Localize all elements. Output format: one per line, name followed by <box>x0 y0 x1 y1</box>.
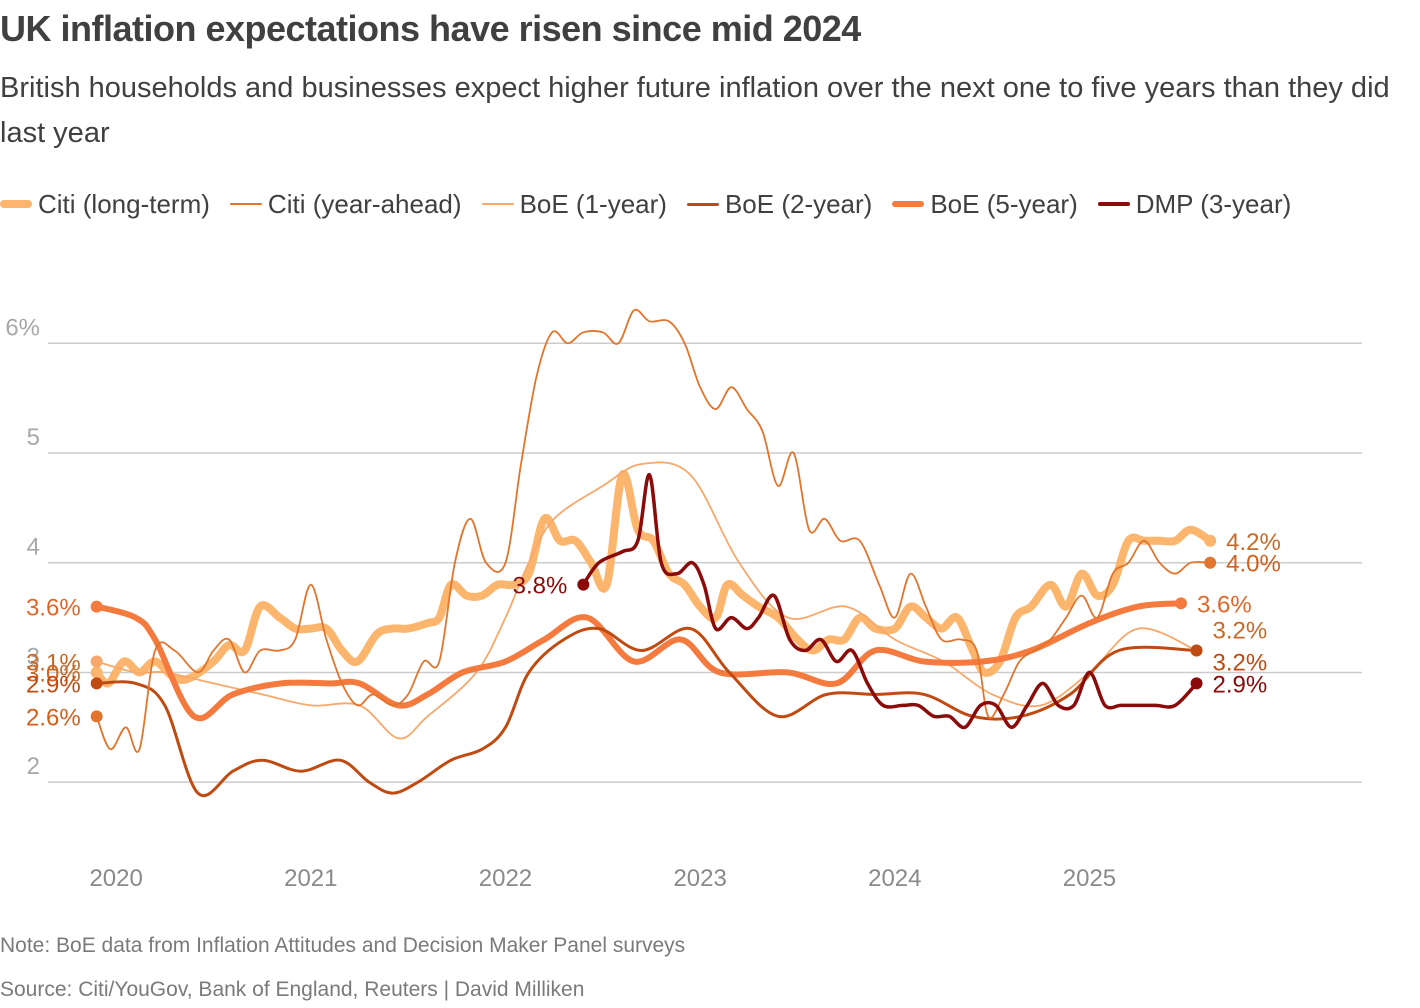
y-tick-label: 2 <box>27 753 40 780</box>
series-line-citi-long-term <box>92 470 1215 688</box>
data-label-boe-5-year-start: 3.6% <box>26 595 81 622</box>
legend-label: BoE (2-year) <box>724 188 873 219</box>
legend: Citi (long-term) Citi (year-ahead) BoE (1-… <box>0 186 1311 222</box>
data-label-dmp-3-year-end: 2.9% <box>1213 671 1268 698</box>
marker-citi-long-term-end <box>1204 534 1217 547</box>
y-axis-ticks: 2 3 4 5 6% <box>5 314 40 780</box>
series-line-citi-year-ahead <box>95 308 1212 753</box>
chart-note: Note: BoE data from Inflation Attitudes … <box>0 934 686 957</box>
x-tick-label: 2021 <box>284 865 337 892</box>
line-chart: 2 3 4 5 6% 2020 2021 2022 2023 2024 2025 3.0% 4.2%… <box>5 308 1362 892</box>
gridlines <box>48 342 1362 783</box>
y-tick-label: 6% <box>5 314 40 341</box>
legend-item-citi-year-ahead: Citi (year-ahead) <box>229 188 462 220</box>
data-label-citi-long-term-end: 4.2% <box>1226 529 1281 556</box>
series-line-dmp-3-year <box>581 473 1199 730</box>
legend-label: Citi (year-ahead) <box>267 188 462 219</box>
chart-source: Source: Citi/YouGov, Bank of England, Re… <box>0 978 585 1001</box>
legend-swatch-citi-long-term <box>0 200 32 208</box>
marker-boe-5-year-start <box>90 600 103 613</box>
marker-boe-1-year-start <box>90 655 103 668</box>
marker-dmp-3-year-end <box>1190 677 1203 690</box>
data-label-boe-1-year-start: 3.1% <box>26 649 81 676</box>
legend-swatch-boe-1-year <box>481 203 514 205</box>
series-line-boe-2-year <box>95 626 1198 798</box>
data-label-citi-long-term-start: 3.0% <box>26 660 81 687</box>
x-tick-label: 2022 <box>479 865 532 892</box>
data-label-boe-2-year-end: 3.2% <box>1213 649 1268 676</box>
marker-citi-long-term-start <box>90 666 103 679</box>
legend-item-boe-2-year: BoE (2-year) <box>686 188 873 220</box>
data-label-boe-5-year-end: 3.6% <box>1197 591 1252 618</box>
data-label-boe-2-year-start: 2.9% <box>26 671 81 698</box>
legend-item-boe-5-year: BoE (5-year) <box>892 188 1078 220</box>
marker-dmp-3-year-start <box>577 578 590 591</box>
legend-label: Citi (long-term) <box>38 188 210 219</box>
series-lines <box>92 308 1215 798</box>
y-tick-label: 4 <box>27 534 40 561</box>
data-label-dmp-3-year-start: 3.8% <box>513 573 568 600</box>
marker-citi-year-ahead-end <box>1204 556 1217 569</box>
legend-swatch-citi-year-ahead <box>229 203 262 205</box>
x-tick-label: 2020 <box>89 865 142 892</box>
legend-item-citi-long-term: Citi (long-term) <box>0 189 210 220</box>
data-label-citi-year-ahead-start: 2.6% <box>26 704 81 731</box>
legend-item-boe-1-year: BoE (1-year) <box>481 188 667 220</box>
marker-citi-year-ahead-start <box>90 710 103 723</box>
data-labels: 3.0%4.2%2.6%4.0%3.1%3.2%2.9%3.2%3.6% 3.6%… <box>26 529 1281 732</box>
marker-boe-2-year-start <box>90 677 103 690</box>
legend-label: BoE (1-year) <box>519 188 667 219</box>
legend-swatch-boe-5-year <box>892 201 925 207</box>
x-tick-label: 2023 <box>673 865 726 892</box>
legend-label: DMP (3-year) <box>1135 188 1292 219</box>
marker-boe-5-year-end <box>1174 597 1187 610</box>
x-tick-label: 2025 <box>1063 865 1116 892</box>
legend-swatch-boe-2-year <box>686 202 719 206</box>
data-label-citi-year-ahead-end: 4.0% <box>1226 551 1281 578</box>
series-markers <box>90 534 1217 723</box>
data-label-boe-1-year-end: 3.2% <box>1213 617 1268 644</box>
y-tick-label: 5 <box>27 424 40 451</box>
marker-boe-2-year-end <box>1190 644 1203 657</box>
x-tick-label: 2024 <box>868 865 921 892</box>
chart-subtitle: British households and businesses expect… <box>0 72 1390 149</box>
legend-label: BoE (5-year) <box>930 188 1078 219</box>
y-tick-label: 3 <box>27 643 40 670</box>
legend-swatch-dmp-3-year <box>1097 202 1130 206</box>
series-line-boe-1-year <box>95 461 1198 740</box>
legend-item-dmp-3-year: DMP (3-year) <box>1097 188 1292 220</box>
chart-title: UK inflation expectations have risen sin… <box>0 8 861 49</box>
x-axis-ticks: 2020 2021 2022 2023 2024 2025 <box>89 865 1116 892</box>
